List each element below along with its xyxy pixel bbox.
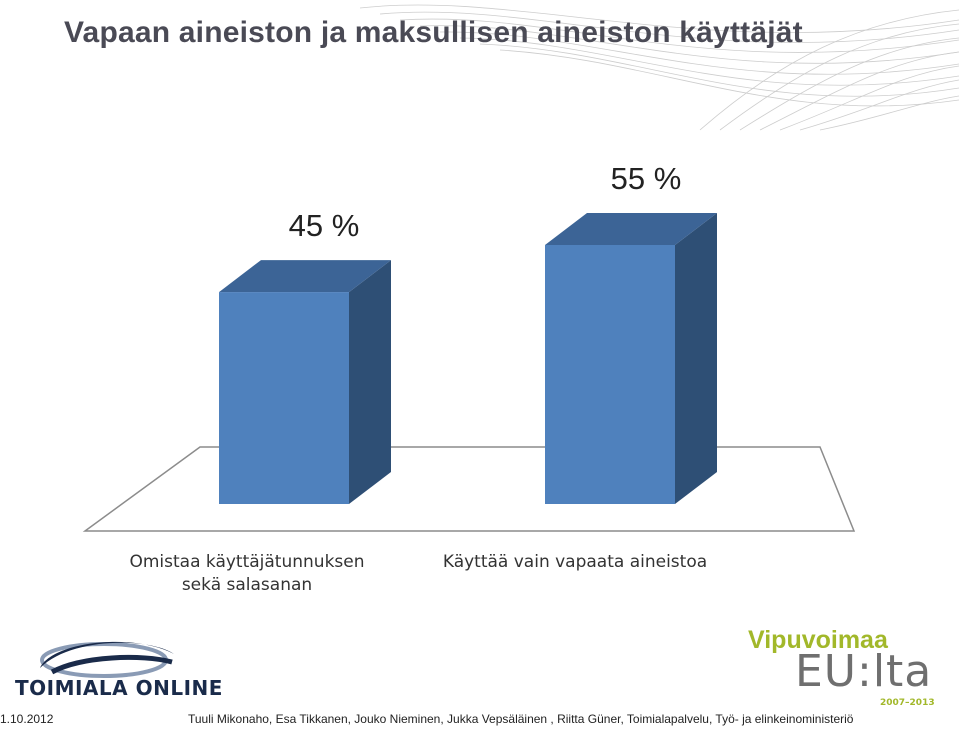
bar [219,292,349,504]
bar-top [219,260,391,293]
category-label: Omistaa käyttäjätunnuksen sekä salasanan [129,552,365,595]
slide-title: Vapaan aineiston ja maksullisen aineisto… [64,16,803,49]
decorative-ribbon-lines [359,4,959,131]
data-label: 55 % [611,161,682,196]
category-label: Käyttää vain vapaata aineistoa [442,552,708,572]
bar-side [349,260,391,504]
footer-date: 1.10.2012 [0,712,54,726]
footer-credits: Tuuli Mikonaho, Esa Tikkanen, Jouko Niem… [188,712,854,726]
toimiala-online-logo-text: TOIMIALA ONLINE [15,676,223,700]
chart-floor [82,446,856,532]
bar [545,245,675,504]
eu-years-text: 2007–2013 [880,698,935,708]
vipuvoimaa-logo-text: Vipuvoimaa [748,626,888,654]
bar-chart: 45 % 55 % [82,161,856,532]
eu-lta-logo-text: EU:lta [795,646,933,697]
toimiala-online-logo-icon [40,641,174,678]
bar-side [675,213,717,504]
data-label: 45 % [289,208,360,243]
bar-top [545,213,717,245]
